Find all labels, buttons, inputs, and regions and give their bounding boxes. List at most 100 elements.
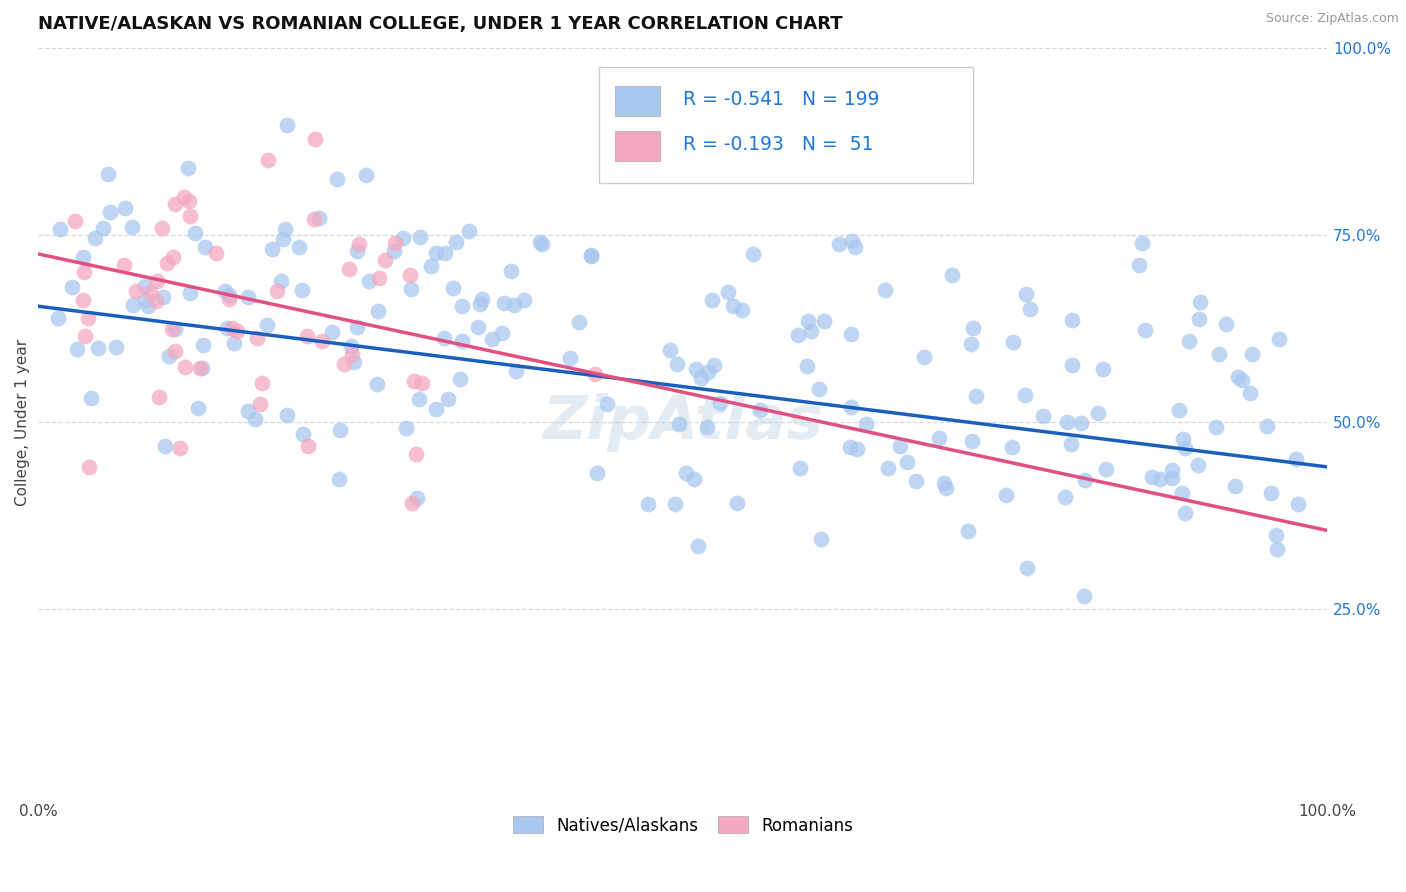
Text: Source: ZipAtlas.com: Source: ZipAtlas.com xyxy=(1265,12,1399,25)
Point xyxy=(1002,335,1025,350)
Point xyxy=(689,371,711,385)
Point xyxy=(491,326,513,340)
Point xyxy=(150,220,173,235)
Point xyxy=(1032,409,1054,424)
Point xyxy=(1001,440,1024,454)
Point xyxy=(1053,490,1076,504)
Point xyxy=(1208,347,1230,361)
Point xyxy=(214,285,236,299)
Point xyxy=(579,248,602,262)
Point xyxy=(246,331,269,345)
Point xyxy=(122,298,145,312)
Point xyxy=(176,161,198,175)
Point xyxy=(513,293,536,307)
Point xyxy=(114,201,136,215)
Point xyxy=(696,420,718,434)
Point xyxy=(1060,437,1083,451)
Point xyxy=(1285,451,1308,466)
FancyBboxPatch shape xyxy=(614,130,659,161)
Point xyxy=(218,288,240,302)
Point xyxy=(218,292,240,306)
Point xyxy=(1056,416,1078,430)
Point xyxy=(741,247,763,261)
Point xyxy=(841,401,863,415)
Point xyxy=(367,304,389,318)
Point xyxy=(1161,471,1184,485)
Point xyxy=(304,132,326,146)
Point xyxy=(406,491,429,506)
Point xyxy=(1149,472,1171,486)
Point xyxy=(224,335,246,350)
Point xyxy=(941,268,963,283)
Point xyxy=(845,442,868,456)
Point xyxy=(79,459,101,474)
Point xyxy=(288,240,311,254)
Point xyxy=(359,274,381,288)
Point xyxy=(994,488,1017,502)
Point xyxy=(471,292,494,306)
Point xyxy=(1188,295,1211,310)
Point xyxy=(1015,560,1038,574)
Point xyxy=(567,315,589,329)
Point xyxy=(404,374,426,388)
Point xyxy=(60,280,83,294)
Point xyxy=(238,290,260,304)
Point xyxy=(217,321,239,335)
Point xyxy=(1073,589,1095,603)
Point xyxy=(405,447,427,461)
Point xyxy=(877,461,900,475)
Point xyxy=(1239,385,1261,400)
Point xyxy=(238,404,260,418)
Point xyxy=(1128,258,1150,272)
Point xyxy=(194,240,217,254)
Point xyxy=(1174,506,1197,520)
Point xyxy=(434,245,457,260)
Point xyxy=(682,472,704,486)
Point xyxy=(665,358,688,372)
Point xyxy=(433,331,456,345)
FancyBboxPatch shape xyxy=(614,86,659,116)
Point xyxy=(188,361,211,376)
Point xyxy=(87,341,110,355)
Point xyxy=(505,364,527,378)
Point xyxy=(1188,312,1211,326)
Point xyxy=(749,402,772,417)
Point xyxy=(1227,370,1250,384)
Point xyxy=(366,376,388,391)
Point xyxy=(786,327,808,342)
Point xyxy=(191,361,214,376)
Point xyxy=(928,431,950,445)
Point xyxy=(295,329,318,343)
Point xyxy=(446,235,468,250)
Point xyxy=(935,481,957,495)
Point xyxy=(586,466,609,480)
Point xyxy=(145,293,167,308)
Point xyxy=(72,265,94,279)
Point xyxy=(308,211,330,225)
Point xyxy=(503,298,526,312)
Point xyxy=(1173,432,1195,446)
Point xyxy=(326,172,349,186)
Point xyxy=(374,252,396,267)
Point xyxy=(340,338,363,352)
Point xyxy=(1135,323,1157,337)
Point xyxy=(91,220,114,235)
Point xyxy=(1286,497,1309,511)
Point xyxy=(425,245,447,260)
Point xyxy=(1260,486,1282,500)
Point xyxy=(346,244,368,258)
Point xyxy=(340,347,363,361)
Point xyxy=(637,497,659,511)
Point xyxy=(98,205,121,219)
Point xyxy=(685,362,707,376)
Point xyxy=(449,372,471,386)
Point xyxy=(174,359,197,374)
Point xyxy=(1265,542,1288,557)
Point xyxy=(703,359,725,373)
Point xyxy=(441,280,464,294)
Point xyxy=(243,411,266,425)
Point xyxy=(121,220,143,235)
Point xyxy=(221,320,243,334)
Point xyxy=(1014,388,1036,402)
Point xyxy=(276,118,298,132)
